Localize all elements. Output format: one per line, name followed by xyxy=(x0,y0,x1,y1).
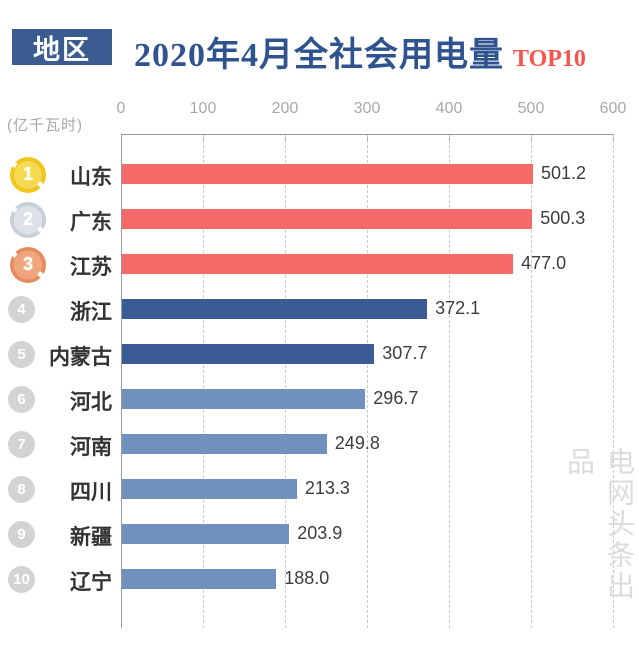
consumption-bar-8 xyxy=(122,478,297,499)
category-label-6: 河北 xyxy=(70,390,112,414)
consumption-bar-7 xyxy=(122,433,327,454)
value-label-4: 372.1 xyxy=(435,297,481,318)
x-axis-tick-label: 100 xyxy=(189,100,217,117)
vertical-gridline xyxy=(531,135,532,628)
x-axis-tick-label: 300 xyxy=(353,100,381,117)
consumption-bar-3 xyxy=(122,253,514,274)
axis-unit-label: (亿千瓦时) xyxy=(7,117,83,134)
vertical-gridline xyxy=(449,135,450,628)
consumption-bar-9 xyxy=(122,523,290,544)
value-label-10: 188.0 xyxy=(284,567,330,588)
value-label-9: 203.9 xyxy=(297,522,343,543)
category-label-3: 江苏 xyxy=(70,255,112,279)
rank-badge-6: 6 xyxy=(8,386,35,413)
consumption-bar-4 xyxy=(122,298,428,319)
rank-number: 10 xyxy=(13,571,30,588)
rank-number: 6 xyxy=(17,391,26,408)
bronze-medal-face xyxy=(13,249,43,280)
rank-number: 2 xyxy=(22,209,33,229)
rank-badge-3: 3 xyxy=(10,246,46,283)
category-label-8: 四川 xyxy=(70,480,112,504)
rank-number: 1 xyxy=(22,164,33,184)
category-label-1: 山东 xyxy=(70,165,112,189)
rank-badge-7: 7 xyxy=(8,431,35,458)
x-axis-tick-label: 600 xyxy=(599,100,627,117)
page-title: 2020年4月全社会用电量 TOP10 xyxy=(134,27,586,76)
value-label-6: 296.7 xyxy=(373,387,419,408)
value-label-2: 500.3 xyxy=(540,207,586,228)
value-label-1: 501.2 xyxy=(541,162,587,183)
rank-number: 3 xyxy=(22,254,33,274)
rank-number: 5 xyxy=(17,346,26,363)
category-label-4: 浙江 xyxy=(70,300,112,324)
category-label-7: 河南 xyxy=(70,435,112,459)
rank-badge-5: 5 xyxy=(8,341,35,368)
x-axis-line xyxy=(121,134,614,135)
rank-badge-10: 10 xyxy=(8,566,35,593)
consumption-bar-5 xyxy=(122,343,375,364)
rank-badge-2: 2 xyxy=(10,201,46,238)
x-axis-tick-label: 500 xyxy=(517,100,545,117)
x-axis-tick-label: 200 xyxy=(271,100,299,117)
x-axis-tick-label: 400 xyxy=(435,100,463,117)
rank-badge-4: 4 xyxy=(8,296,35,323)
consumption-bar-10 xyxy=(122,568,277,589)
vertical-gridline xyxy=(285,135,286,628)
value-label-7: 249.8 xyxy=(334,432,380,453)
consumption-bar-6 xyxy=(122,388,366,409)
value-label-5: 307.7 xyxy=(382,342,428,363)
value-label-8: 213.3 xyxy=(304,477,350,498)
consumption-bar-1 xyxy=(122,163,533,184)
category-box: 地区 xyxy=(12,29,112,65)
rank-number: 9 xyxy=(17,526,26,543)
vertical-gridline xyxy=(367,135,368,628)
rank-number: 4 xyxy=(17,301,26,318)
consumption-bar-2 xyxy=(122,208,533,229)
vertical-gridline xyxy=(613,135,614,628)
x-axis-tick-label: 0 xyxy=(116,100,126,117)
top10-badge: TOP10 xyxy=(513,46,586,72)
category-box-label: 地区 xyxy=(33,34,91,65)
category-label-2: 广东 xyxy=(70,210,112,234)
category-label-10: 辽宁 xyxy=(70,570,112,594)
rank-badge-9: 9 xyxy=(8,521,35,548)
rank-number: 8 xyxy=(17,481,26,498)
title-text: 2020年4月全社会用电量 xyxy=(134,37,504,74)
y-axis-line xyxy=(121,134,122,628)
vertical-gridline xyxy=(203,135,204,628)
category-label-9: 新疆 xyxy=(70,525,112,549)
rank-badge-1: 1 xyxy=(10,156,46,193)
rank-badge-8: 8 xyxy=(8,476,35,503)
rank-number: 7 xyxy=(17,436,26,453)
category-label-5: 内蒙古 xyxy=(49,345,112,369)
value-label-3: 477.0 xyxy=(521,252,567,273)
watermark: 电网头条出品 xyxy=(563,447,634,602)
